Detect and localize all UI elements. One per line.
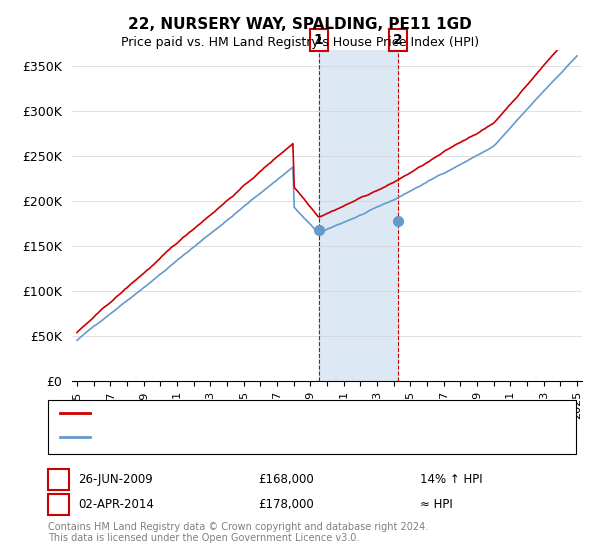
Text: 02-APR-2014: 02-APR-2014	[78, 498, 154, 511]
Text: 1: 1	[314, 33, 323, 47]
Text: 2: 2	[393, 33, 403, 47]
Bar	[319, 50, 398, 381]
Text: 1: 1	[54, 473, 63, 486]
Text: 22, NURSERY WAY, SPALDING, PE11 1GD: 22, NURSERY WAY, SPALDING, PE11 1GD	[128, 17, 472, 32]
Text: 2: 2	[54, 498, 63, 511]
Text: HPI: Average price, detached house, South Holland: HPI: Average price, detached house, Sout…	[96, 432, 381, 442]
Text: 26-JUN-2009: 26-JUN-2009	[78, 473, 153, 486]
Text: 22, NURSERY WAY, SPALDING, PE11 1GD (detached house): 22, NURSERY WAY, SPALDING, PE11 1GD (det…	[96, 408, 424, 418]
Text: Contains HM Land Registry data © Crown copyright and database right 2024.
This d: Contains HM Land Registry data © Crown c…	[48, 521, 428, 543]
Text: 14% ↑ HPI: 14% ↑ HPI	[420, 473, 482, 486]
Text: ≈ HPI: ≈ HPI	[420, 498, 453, 511]
Text: Price paid vs. HM Land Registry's House Price Index (HPI): Price paid vs. HM Land Registry's House …	[121, 36, 479, 49]
Text: £178,000: £178,000	[258, 498, 314, 511]
Text: £168,000: £168,000	[258, 473, 314, 486]
